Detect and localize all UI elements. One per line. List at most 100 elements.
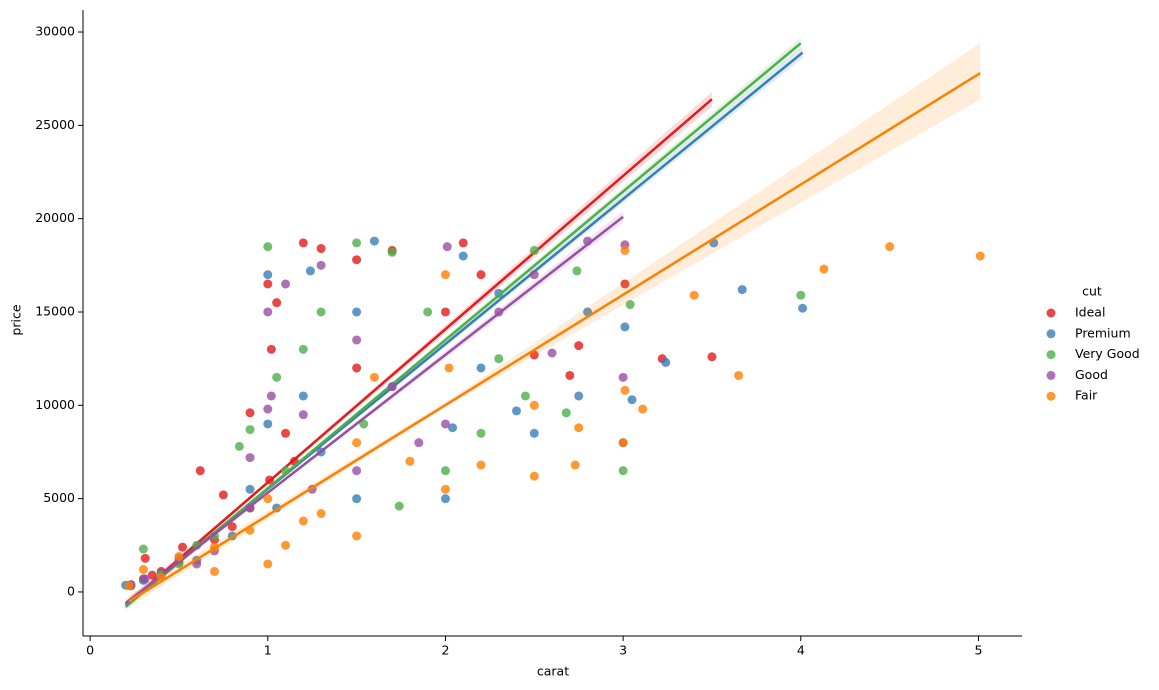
- x-tick-label: 1: [264, 643, 272, 658]
- confidence-band: [129, 43, 981, 607]
- point: [737, 285, 747, 295]
- x-tick-label: 0: [86, 643, 94, 658]
- point: [298, 391, 308, 401]
- point: [440, 270, 450, 280]
- legend-label: Fair: [1075, 388, 1098, 403]
- point: [305, 266, 315, 276]
- regression-line: [124, 42, 802, 608]
- point: [369, 372, 379, 382]
- point: [458, 238, 468, 248]
- point: [529, 471, 539, 481]
- point: [975, 251, 985, 261]
- point: [405, 456, 415, 466]
- point: [298, 344, 308, 354]
- point: [620, 385, 630, 395]
- point: [352, 238, 362, 248]
- y-tick-label: 15000: [35, 303, 75, 318]
- point: [352, 438, 362, 448]
- point: [124, 581, 134, 591]
- point: [245, 484, 255, 494]
- point: [620, 322, 630, 332]
- point: [618, 466, 628, 476]
- point: [885, 242, 895, 252]
- point: [387, 382, 397, 392]
- point: [352, 363, 362, 373]
- point: [572, 266, 582, 276]
- point: [819, 264, 829, 274]
- confidence-band: [125, 91, 712, 609]
- legend-title: cut: [1082, 284, 1102, 299]
- point: [352, 531, 362, 541]
- point: [174, 551, 184, 561]
- y-tick-label: 30000: [35, 24, 75, 39]
- legend-marker: [1046, 308, 1056, 318]
- point: [574, 391, 584, 401]
- y-tick-label: 5000: [43, 490, 75, 505]
- x-tick-label: 5: [974, 643, 982, 658]
- point: [547, 348, 557, 358]
- series-group: [124, 43, 985, 607]
- point: [494, 354, 504, 364]
- x-tick-label: 4: [797, 643, 805, 658]
- point: [209, 566, 219, 576]
- point: [316, 260, 326, 270]
- point: [298, 516, 308, 526]
- point: [440, 484, 450, 494]
- point: [565, 370, 575, 380]
- point: [627, 395, 637, 405]
- point: [796, 290, 806, 300]
- point: [263, 307, 273, 317]
- point: [138, 565, 148, 575]
- point: [529, 400, 539, 410]
- point: [281, 279, 291, 289]
- point: [263, 419, 273, 429]
- point: [620, 245, 630, 255]
- point: [195, 466, 205, 476]
- y-tick-label: 0: [67, 583, 75, 598]
- point: [620, 279, 630, 289]
- legend-marker: [1046, 391, 1056, 401]
- point: [281, 428, 291, 438]
- point: [440, 419, 450, 429]
- point: [494, 288, 504, 298]
- point: [512, 406, 522, 416]
- legend-label: Good: [1075, 367, 1108, 382]
- point: [352, 335, 362, 345]
- point: [272, 298, 282, 308]
- point: [625, 300, 635, 310]
- point: [316, 307, 326, 317]
- y-tick-label: 25000: [35, 117, 75, 132]
- series-group: [124, 211, 630, 607]
- point: [661, 357, 671, 367]
- regression-line: [128, 72, 981, 603]
- point: [476, 270, 486, 280]
- point: [529, 245, 539, 255]
- point: [618, 372, 628, 382]
- point: [298, 238, 308, 248]
- point: [529, 428, 539, 438]
- point: [177, 542, 187, 552]
- point: [414, 438, 424, 448]
- point: [574, 423, 584, 433]
- point: [352, 466, 362, 476]
- point: [316, 244, 326, 254]
- point: [245, 408, 255, 418]
- point: [529, 270, 539, 280]
- legend-label: Ideal: [1075, 305, 1105, 320]
- y-tick-label: 20000: [35, 210, 75, 225]
- point: [798, 303, 808, 313]
- point: [263, 242, 273, 252]
- point: [707, 352, 717, 362]
- legend-label: Premium: [1075, 325, 1131, 340]
- point: [316, 509, 326, 519]
- point: [266, 344, 276, 354]
- point: [263, 279, 273, 289]
- legend-label: Very Good: [1075, 346, 1140, 361]
- point: [440, 494, 450, 504]
- point: [369, 236, 379, 246]
- point: [476, 428, 486, 438]
- point: [520, 391, 530, 401]
- point: [561, 408, 571, 418]
- point: [147, 570, 157, 580]
